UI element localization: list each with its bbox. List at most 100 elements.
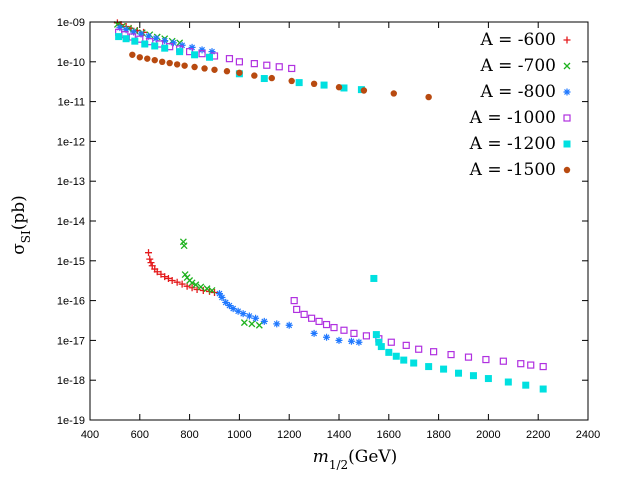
- x-tick-label: 1000: [227, 429, 251, 441]
- data-point: [260, 75, 268, 83]
- y-tick-label: 1e-19: [57, 415, 85, 427]
- data-point: [161, 273, 169, 281]
- data-point: [218, 293, 226, 301]
- data-point: [215, 290, 223, 298]
- legend-label: A = -600: [479, 30, 556, 50]
- data-point: [539, 385, 547, 393]
- x-tick-label: 1200: [277, 429, 301, 441]
- data-point: [115, 33, 123, 41]
- data-point: [145, 249, 153, 257]
- data-point: [522, 381, 530, 389]
- data-point: [372, 331, 380, 339]
- data-point: [340, 84, 348, 92]
- data-point: [130, 28, 138, 36]
- data-point: [260, 317, 268, 325]
- legend-marker: [563, 62, 571, 70]
- series-800: [116, 24, 363, 346]
- data-point: [173, 61, 181, 68]
- data-point: [330, 323, 338, 332]
- x-tick-label: 2400: [576, 429, 600, 441]
- data-point: [385, 348, 393, 356]
- data-point: [517, 360, 525, 368]
- data-point: [141, 40, 149, 48]
- data-point: [147, 259, 155, 267]
- data-point: [323, 333, 331, 341]
- data-point: [315, 317, 323, 326]
- legend-label: A = -800: [479, 82, 556, 102]
- data-point: [168, 276, 176, 284]
- x-tick-label: 2200: [526, 429, 550, 441]
- data-point: [131, 37, 139, 45]
- legend-marker: [563, 166, 571, 174]
- series-1000: [115, 28, 547, 371]
- data-point: [340, 326, 348, 334]
- data-point: [310, 80, 318, 88]
- data-point: [251, 72, 258, 79]
- data-point: [362, 332, 370, 340]
- data-point: [268, 74, 275, 82]
- y-tick-label: 1e-15: [57, 256, 85, 268]
- data-point: [173, 278, 181, 286]
- data-point: [144, 55, 151, 62]
- data-point: [335, 336, 343, 344]
- data-point: [355, 338, 363, 346]
- data-point: [178, 280, 186, 288]
- data-point: [425, 363, 433, 371]
- data-point: [152, 34, 160, 42]
- data-point: [499, 357, 507, 365]
- data-point: [159, 58, 166, 65]
- data-point: [322, 320, 331, 329]
- x-tick-label: 400: [81, 429, 99, 441]
- data-point: [203, 285, 211, 293]
- data-point: [122, 35, 130, 43]
- axis-ticks: 400 600 800 1000 1200 1400 1600 1800 2000 2200 240…: [57, 17, 600, 441]
- y-tick-label: 1e-14: [57, 216, 85, 228]
- data-point: [300, 310, 308, 319]
- data-point: [288, 64, 296, 73]
- data-point: [201, 65, 208, 72]
- legend-marker: [563, 114, 571, 122]
- data-point: [161, 44, 169, 52]
- data-point: [484, 375, 492, 383]
- legend-marker: [563, 88, 571, 96]
- data-point: [335, 84, 343, 91]
- data-point: [320, 81, 328, 89]
- data-point: [146, 255, 154, 263]
- data-point: [166, 59, 173, 67]
- legend-label: A = -1000: [469, 108, 556, 128]
- data-point: [415, 345, 423, 353]
- data-point: [235, 58, 243, 66]
- data-point: [191, 63, 198, 71]
- legend-marker: [563, 36, 571, 44]
- data-point: [151, 56, 158, 64]
- data-point: [116, 24, 124, 32]
- data-point: [440, 365, 448, 373]
- legend-label: A = -700: [479, 56, 556, 76]
- data-point: [410, 359, 418, 367]
- data-point: [250, 60, 258, 68]
- data-point: [469, 372, 477, 380]
- data-point: [197, 283, 205, 291]
- data-point: [402, 341, 410, 349]
- data-point: [225, 302, 233, 310]
- data-point: [234, 307, 242, 315]
- data-point: [188, 284, 196, 292]
- series-1500: [129, 51, 432, 101]
- plot-frame: [89, 21, 589, 421]
- y-tick-label: 1e-18: [57, 375, 85, 387]
- x-axis-label: m1/2(GeV): [313, 447, 398, 472]
- data-point: [360, 87, 368, 94]
- x-tick-label: 2000: [476, 429, 500, 441]
- data-point: [198, 50, 206, 58]
- data-point: [188, 43, 196, 51]
- data-point: [153, 268, 161, 276]
- data-point: [188, 279, 196, 287]
- data-point: [308, 314, 316, 322]
- data-point: [193, 286, 201, 294]
- x-tick-label: 1600: [377, 429, 401, 441]
- x-tick-label: 600: [131, 429, 149, 441]
- data-point: [290, 297, 298, 305]
- data-point: [180, 242, 188, 250]
- data-point: [377, 343, 385, 351]
